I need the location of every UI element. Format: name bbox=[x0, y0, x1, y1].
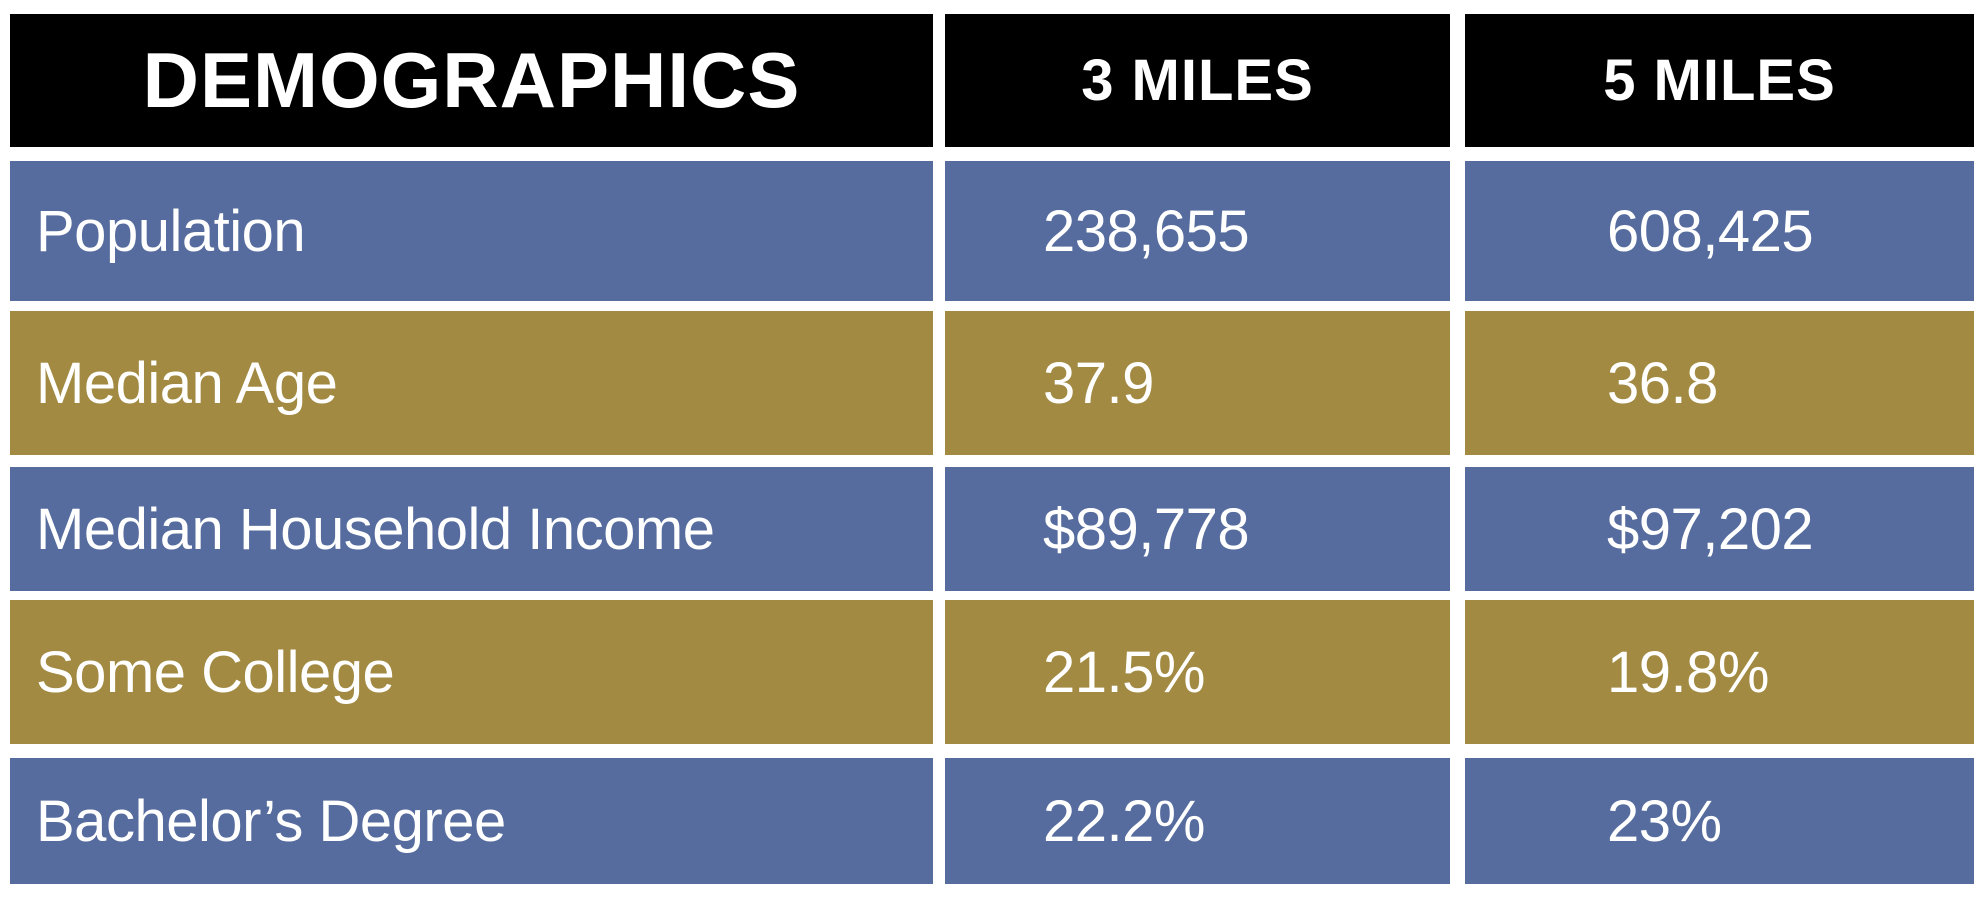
table-cell-r1-c1: 37.9 bbox=[945, 311, 1450, 455]
header-col-1: 3 MILES bbox=[945, 14, 1450, 147]
table-cell-r4-c2: 23% bbox=[1465, 758, 1974, 884]
table-cell-r3-c2: 19.8% bbox=[1465, 600, 1974, 744]
table-cell-r3-c1: 21.5% bbox=[945, 600, 1450, 744]
header-col-2: 5 MILES bbox=[1465, 14, 1974, 147]
row-label-some-college: Some College bbox=[10, 600, 933, 744]
row-label-population: Population bbox=[10, 161, 933, 301]
table-cell-r2-c1: $89,778 bbox=[945, 467, 1450, 591]
row-label-median-age: Median Age bbox=[10, 311, 933, 455]
table-cell-r1-c2: 36.8 bbox=[1465, 311, 1974, 455]
table-cell-r4-c1: 22.2% bbox=[945, 758, 1450, 884]
table-cell-r0-c2: 608,425 bbox=[1465, 161, 1974, 301]
table-cell-r2-c2: $97,202 bbox=[1465, 467, 1974, 591]
table-cell-r0-c1: 238,655 bbox=[945, 161, 1450, 301]
row-label-median-household-income: Median Household Income bbox=[10, 467, 933, 591]
header-demographics: DEMOGRAPHICS bbox=[10, 14, 933, 147]
row-label-bachelor-s-degree: Bachelor’s Degree bbox=[10, 758, 933, 884]
